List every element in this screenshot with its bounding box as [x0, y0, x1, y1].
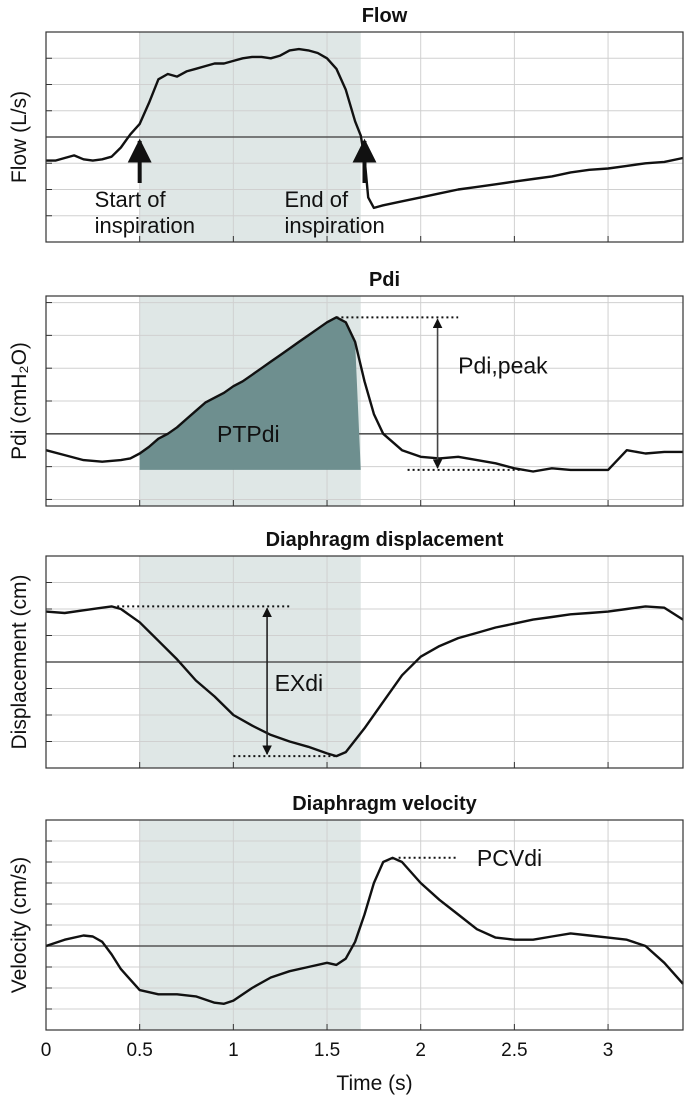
x-tick-label: 2.5 — [501, 1040, 527, 1061]
pcvdi-label: PCVdi — [477, 845, 542, 871]
axes-box — [45, 295, 684, 507]
x-tick-label: 1 — [228, 1040, 239, 1061]
x-tick-label: 1.5 — [314, 1040, 340, 1061]
ptpdi-area — [139, 317, 361, 470]
x-tick-label: 2 — [415, 1040, 426, 1061]
series-line-vel — [45, 856, 684, 1005]
x-axis-label: Time (s) — [336, 1072, 412, 1095]
panel-title: Diaphragm velocity — [292, 793, 477, 815]
series-line-flow — [46, 47, 684, 210]
series-line-disp — [45, 605, 684, 758]
panel-vel — [45, 819, 684, 1031]
panel-title: Flow — [362, 5, 408, 27]
arrow-label: End of — [285, 187, 349, 212]
x-tick-label: 3 — [603, 1040, 614, 1061]
series-line-pdi — [45, 316, 683, 473]
y-axis-label: Flow (L/s) — [8, 91, 31, 183]
axes-box — [45, 819, 684, 1031]
x-tick-label: 0.5 — [126, 1040, 152, 1061]
arrow-label: Start of — [95, 187, 167, 212]
pdi-peak-label: Pdi,peak — [458, 353, 548, 379]
x-tick-label: 0 — [41, 1040, 52, 1061]
y-axis-label: Displacement (cm) — [8, 574, 31, 749]
panel-title: Pdi — [369, 269, 400, 291]
panel-title: Diaphragm displacement — [266, 529, 504, 551]
axes-box — [45, 555, 684, 769]
panel-flow — [45, 31, 684, 243]
y-axis-label: Pdi (cmH₂O) — [8, 342, 31, 460]
ptpdi-label: PTPdi — [217, 421, 280, 447]
panel-pdi — [45, 295, 684, 507]
arrow-label: inspiration — [285, 213, 385, 238]
axes-box — [45, 31, 684, 243]
y-axis-label: Velocity (cm/s) — [8, 857, 31, 994]
exdi-label: EXdi — [275, 670, 324, 696]
panel-disp — [45, 555, 684, 769]
arrow-label: inspiration — [95, 213, 195, 238]
